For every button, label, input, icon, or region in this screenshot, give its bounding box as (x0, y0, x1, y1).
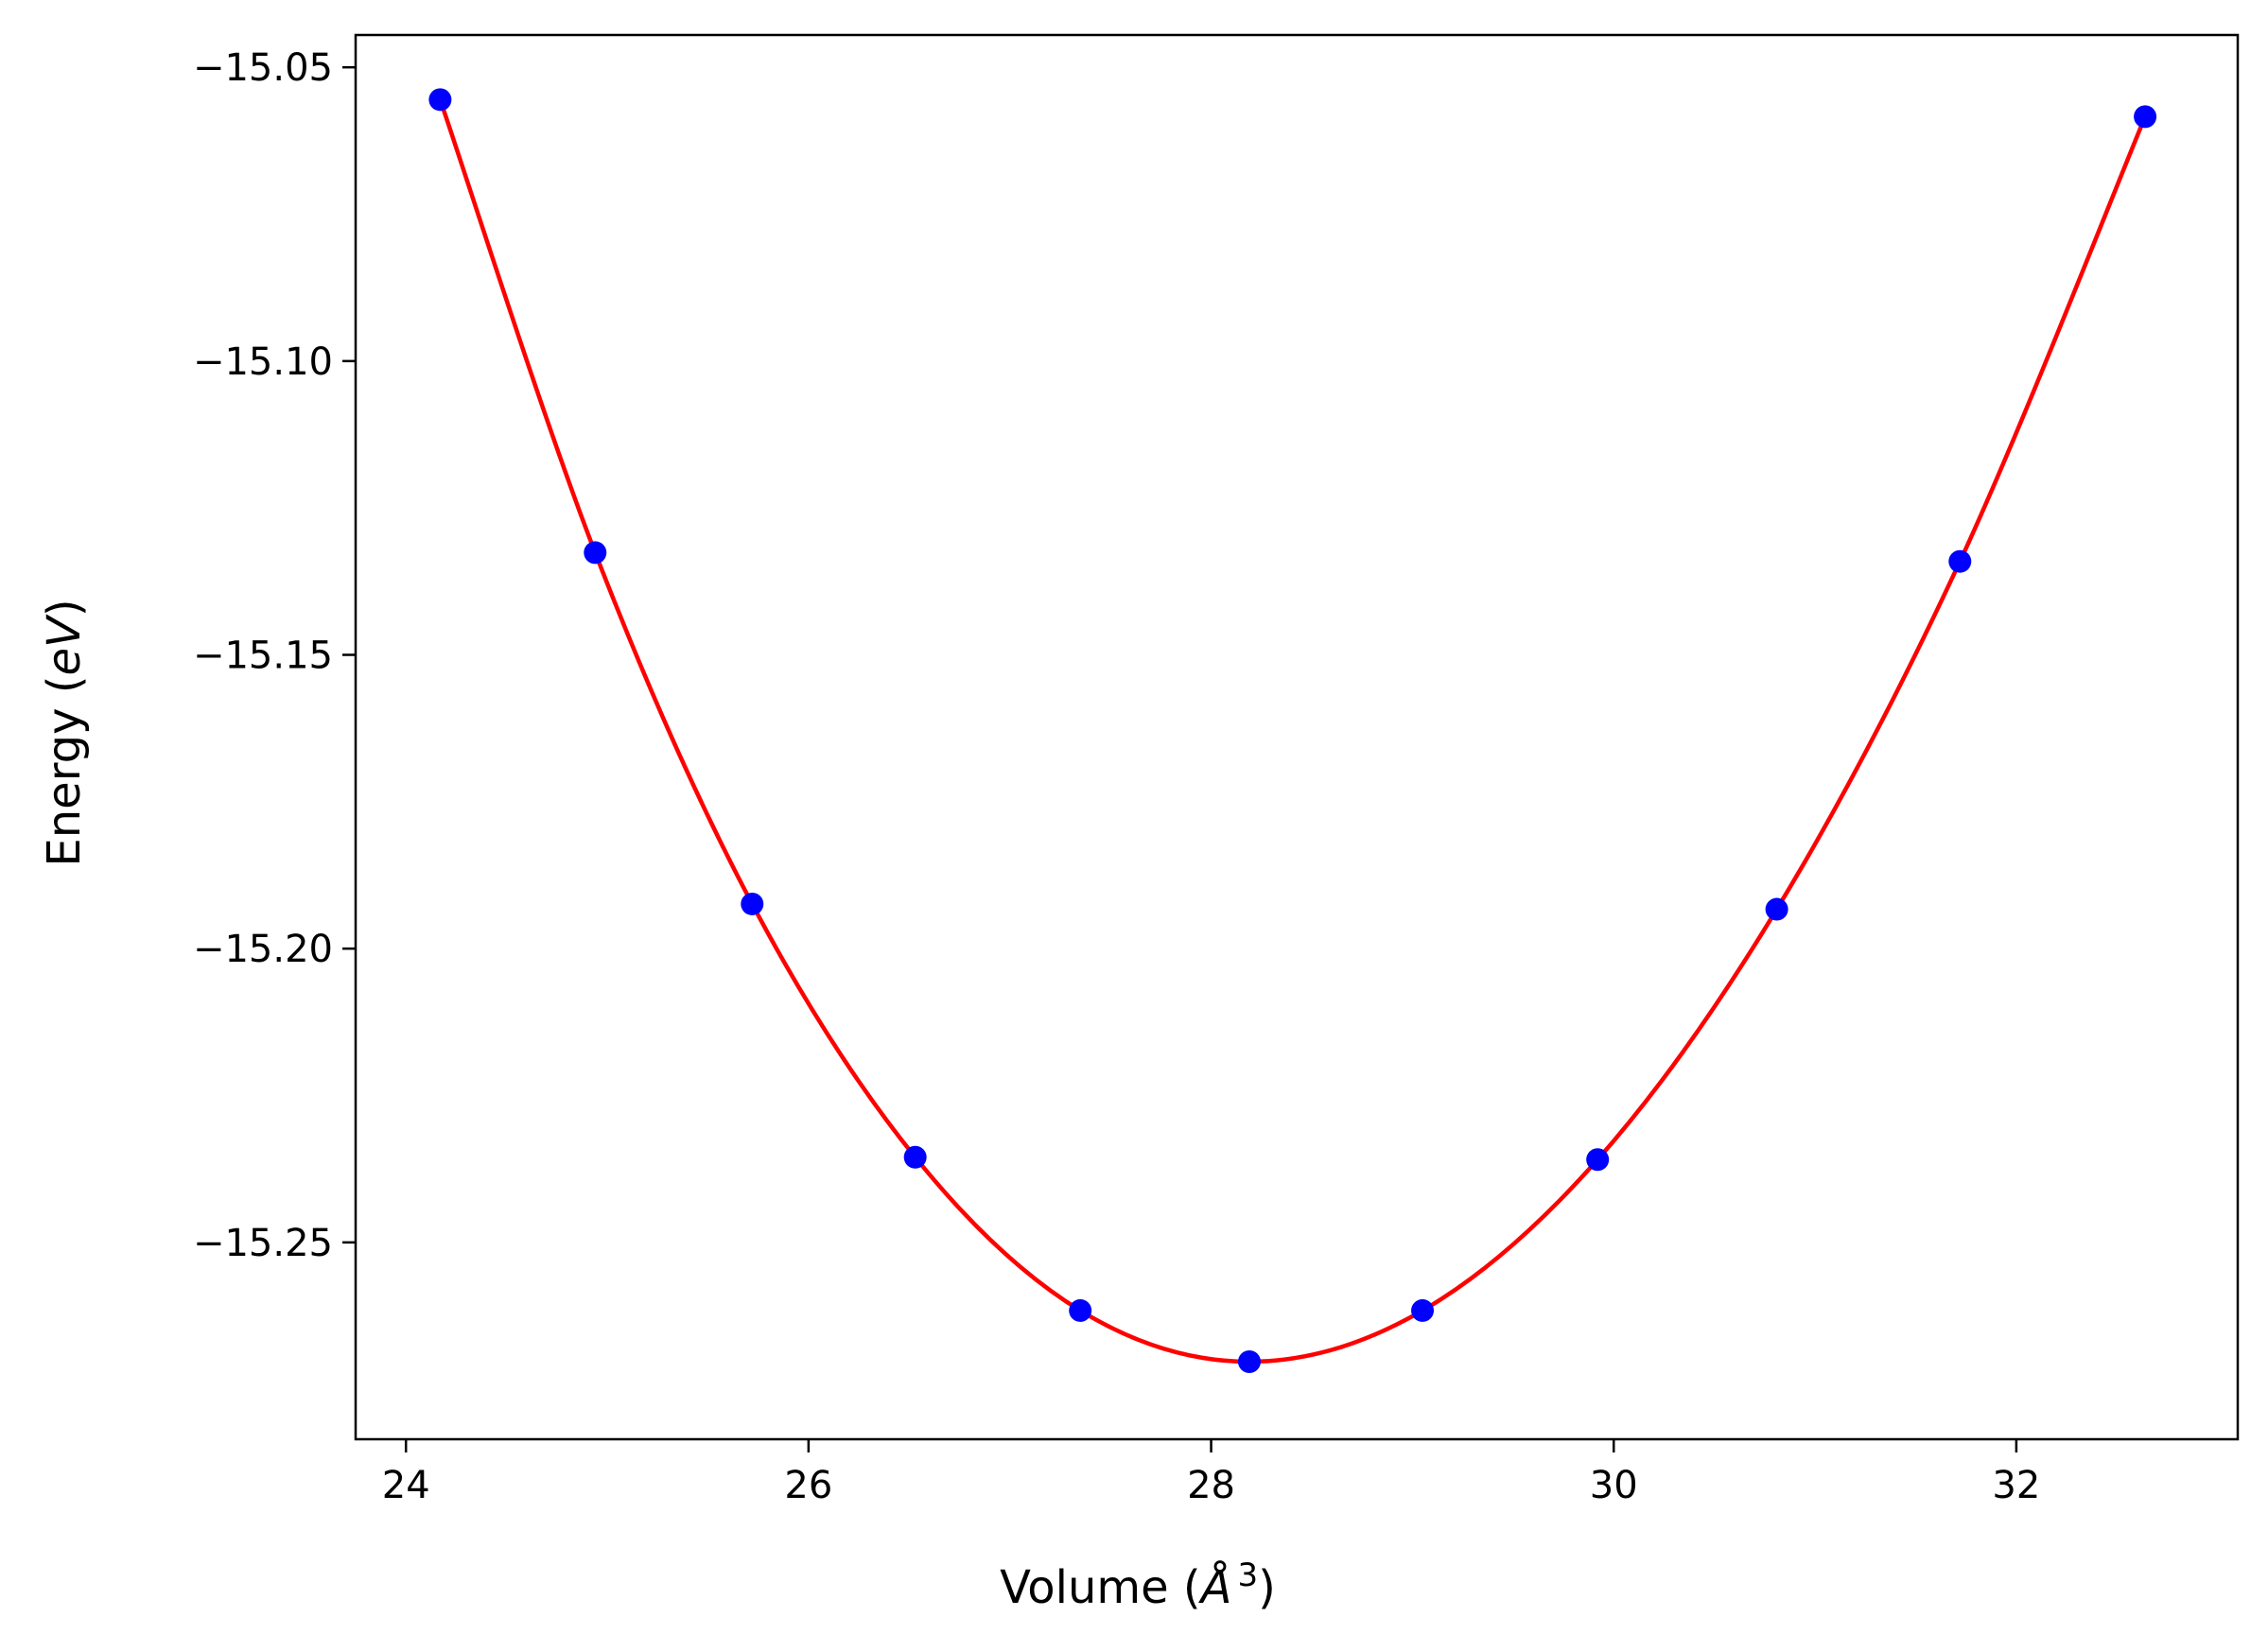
x-axis-label-text: Volume ( (1000, 1561, 1201, 1614)
data-point (903, 1145, 927, 1169)
data-point (1586, 1148, 1610, 1172)
y-axis-label-text: Energy ( (38, 676, 91, 867)
x-axis-label-unit: Å (1198, 1560, 1232, 1614)
data-point (1948, 549, 1972, 573)
y-axis-ticks: −15.05 −15.10 −15.15 −15.20 −15.25 (193, 46, 356, 1265)
x-axis-label-close: ) (1258, 1561, 1276, 1614)
x-axis-ticks: 24 26 28 30 32 (382, 1439, 2040, 1507)
x-tick-label: 32 (1992, 1464, 2040, 1507)
y-tick-label: −15.05 (193, 46, 333, 90)
x-axis-label-exponent: 3 (1237, 1556, 1258, 1594)
y-axis-label-close: ) (38, 599, 91, 617)
x-tick-label: 24 (382, 1464, 430, 1507)
data-point (428, 88, 452, 112)
x-tick-label: 26 (784, 1464, 832, 1507)
data-point (1069, 1298, 1092, 1322)
x-tick-label: 28 (1187, 1464, 1235, 1507)
data-point (584, 541, 607, 565)
data-points (428, 88, 2157, 1373)
x-tick-label: 30 (1590, 1464, 1638, 1507)
y-tick-label: −15.20 (193, 928, 333, 971)
y-tick-label: −15.15 (193, 635, 333, 678)
y-axis-label: Energy (eV) (38, 599, 91, 866)
data-point (1237, 1349, 1261, 1373)
x-axis-label: Volume (Å 3) (1000, 1556, 1276, 1614)
data-point (741, 892, 764, 915)
y-tick-label: −15.10 (193, 340, 333, 384)
y-tick-label: −15.25 (193, 1222, 333, 1265)
data-point (1411, 1298, 1435, 1322)
plot-frame (354, 33, 2240, 1441)
plot-area (428, 88, 2157, 1373)
data-point (1765, 897, 1788, 921)
y-axis-label-unit: eV (38, 614, 91, 676)
data-point (2134, 105, 2157, 129)
